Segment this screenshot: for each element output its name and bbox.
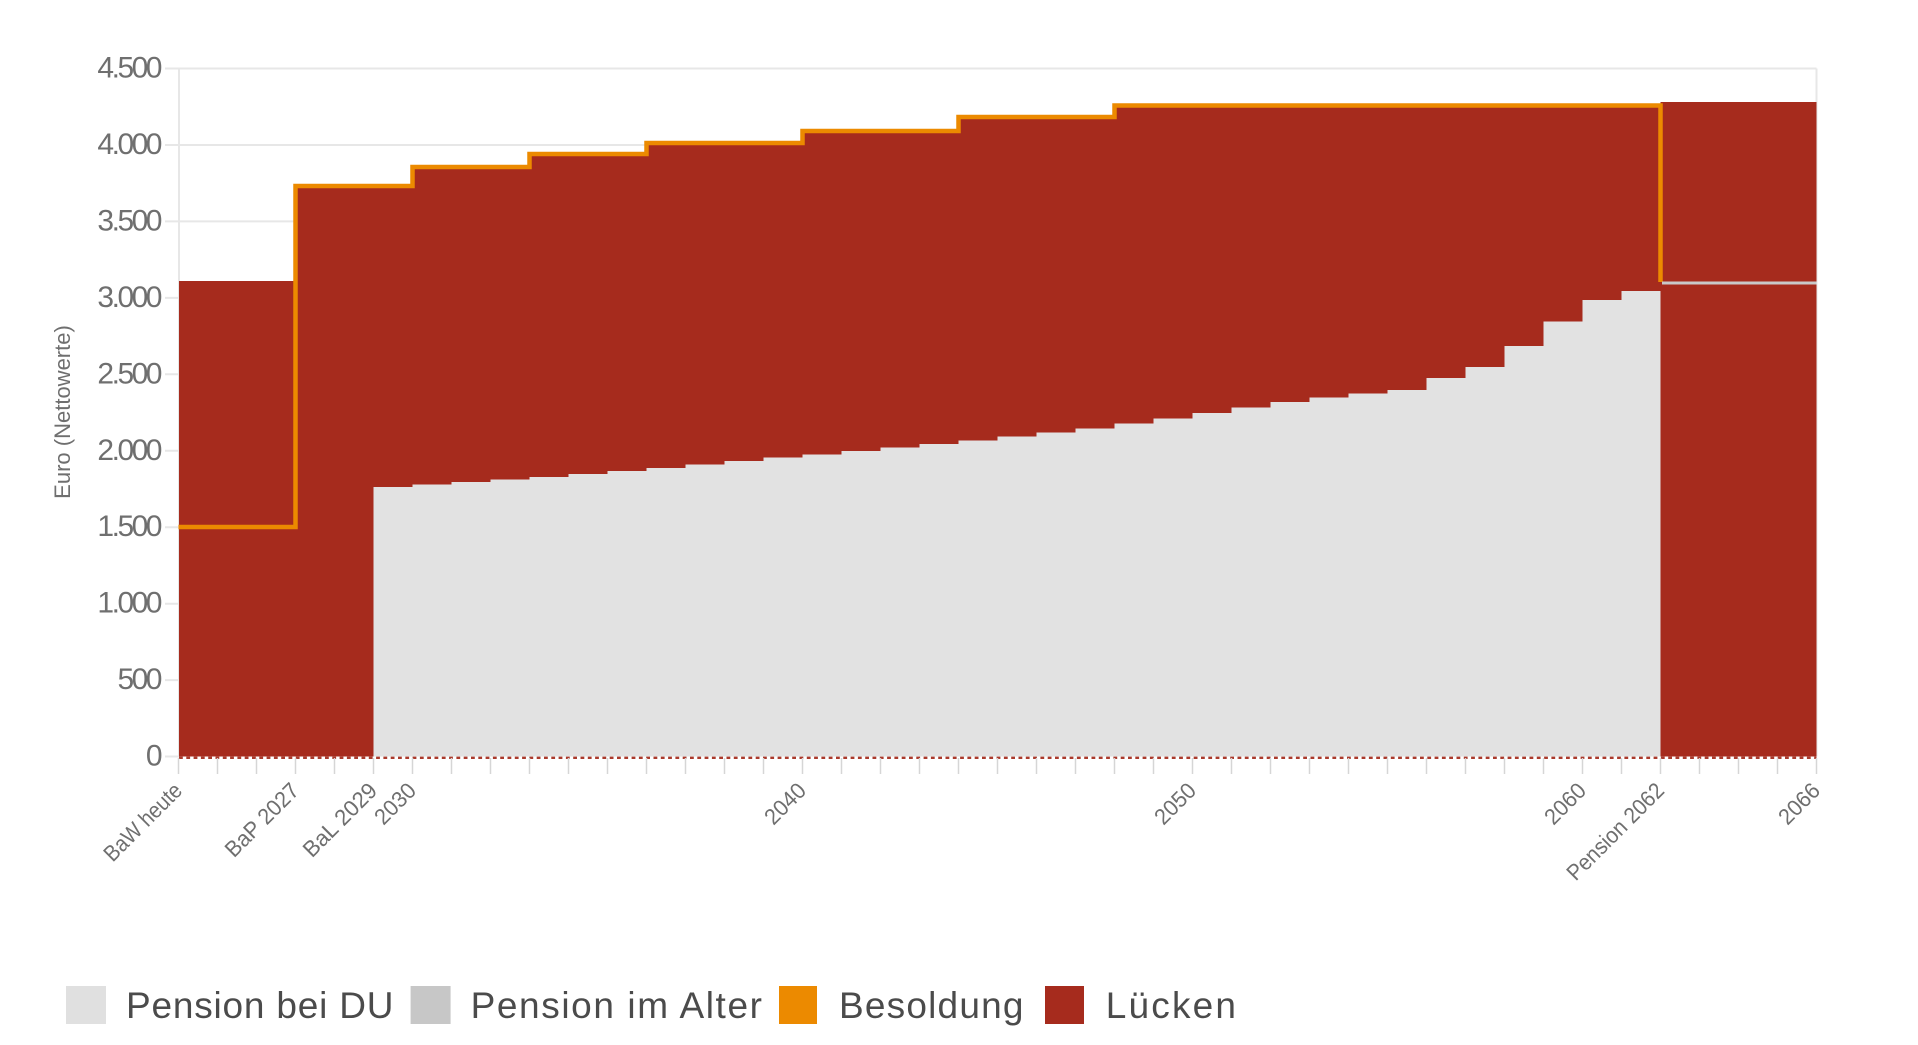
svg-text:0: 0 <box>146 740 162 773</box>
svg-text:3.500: 3.500 <box>97 204 161 237</box>
svg-text:4.000: 4.000 <box>97 128 161 161</box>
svg-text:Pension im Alter: Pension im Alter <box>471 985 764 1026</box>
svg-text:Lücken: Lücken <box>1106 985 1239 1026</box>
svg-text:1.500: 1.500 <box>97 510 161 543</box>
svg-text:500: 500 <box>117 663 161 696</box>
svg-text:Pension bei DU: Pension bei DU <box>126 985 394 1026</box>
svg-text:2040: 2040 <box>759 778 811 830</box>
svg-text:1.000: 1.000 <box>97 587 161 620</box>
svg-text:BaL 2029: BaL 2029 <box>298 778 382 862</box>
svg-text:2066: 2066 <box>1773 778 1825 830</box>
svg-text:4.500: 4.500 <box>97 52 161 85</box>
svg-text:Euro (Nettowerte): Euro (Nettowerte) <box>50 325 75 499</box>
svg-text:3.000: 3.000 <box>97 281 161 314</box>
svg-text:Besoldung: Besoldung <box>839 985 1025 1026</box>
svg-text:BaW heute: BaW heute <box>99 778 187 866</box>
svg-text:2050: 2050 <box>1149 778 1201 830</box>
svg-text:BaP 2027: BaP 2027 <box>220 778 304 862</box>
svg-text:2.500: 2.500 <box>97 357 161 390</box>
svg-text:2030: 2030 <box>369 778 421 830</box>
svg-text:2060: 2060 <box>1539 778 1591 830</box>
svg-text:2.000: 2.000 <box>97 434 161 467</box>
